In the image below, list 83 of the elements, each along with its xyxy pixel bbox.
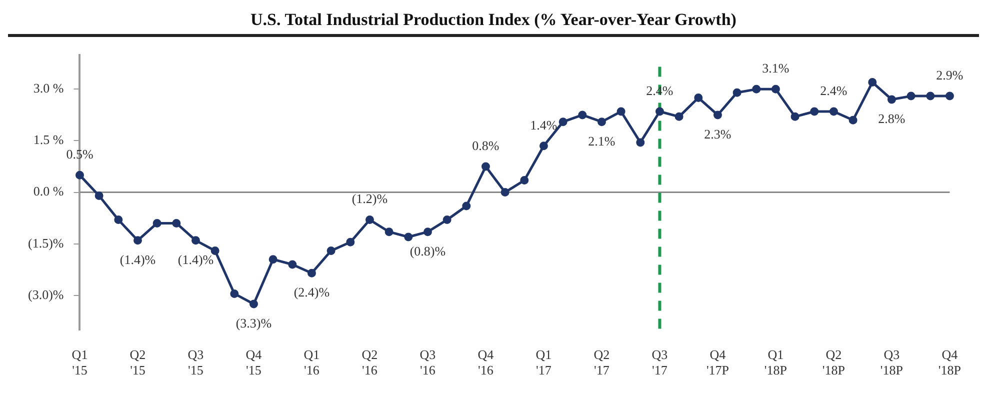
point xyxy=(558,118,568,126)
point xyxy=(539,142,548,150)
point xyxy=(365,216,374,224)
annotation: 3.1% xyxy=(762,60,790,76)
point xyxy=(578,110,587,120)
chart-title: U.S. Total Industrial Production Index (% Year-over-Year Growth) xyxy=(250,9,738,31)
annotation: (1.4)% xyxy=(120,252,156,267)
point xyxy=(674,112,684,121)
point xyxy=(152,218,162,228)
x-tick-label: Q2 '15 xyxy=(130,347,146,378)
point xyxy=(326,246,336,255)
y-tick-label: (3.0)% xyxy=(28,286,64,302)
point xyxy=(752,84,761,94)
point xyxy=(887,95,896,104)
point xyxy=(404,232,413,242)
x-tick-label: Q2 '17 xyxy=(594,347,610,378)
point xyxy=(868,78,877,87)
x-tick-label: Q4 '17P xyxy=(706,347,730,378)
point xyxy=(442,216,452,224)
point xyxy=(732,88,742,97)
y-tick-label: 0.0 % xyxy=(33,184,64,199)
x-tick-label: Q1 '18P xyxy=(764,347,788,378)
point xyxy=(655,107,664,116)
point xyxy=(249,300,258,308)
point xyxy=(790,112,800,121)
annotation: (1.2)% xyxy=(352,191,388,206)
point xyxy=(268,255,278,264)
y-tick-label: 3.0 % xyxy=(33,80,64,96)
point xyxy=(520,176,529,185)
point xyxy=(926,92,935,100)
annotation: 2.8% xyxy=(878,110,906,126)
point xyxy=(210,246,220,255)
x-tick-label: Q2 '18P xyxy=(822,347,846,378)
annotation: 1.4% xyxy=(530,117,558,132)
point xyxy=(597,118,606,126)
annotation: 0.5% xyxy=(66,146,94,162)
point xyxy=(288,260,297,269)
point xyxy=(307,268,316,278)
annotation: 0.8% xyxy=(472,138,500,153)
point xyxy=(906,92,916,100)
point xyxy=(616,107,626,116)
point xyxy=(423,228,432,236)
point xyxy=(230,289,239,298)
point xyxy=(172,218,181,228)
point xyxy=(848,116,858,124)
point xyxy=(771,84,780,94)
x-tick-label: Q3 '16 xyxy=(420,347,436,378)
point xyxy=(114,216,123,224)
point xyxy=(829,107,838,116)
point xyxy=(133,236,142,245)
x-tick-label: Q2 '16 xyxy=(362,347,378,378)
y-tick-label: 1.5 % xyxy=(33,132,64,148)
x-tick-label: Q1 '15 xyxy=(72,347,88,378)
point xyxy=(810,107,819,116)
annotation: (0.8)% xyxy=(410,243,446,258)
point xyxy=(462,202,471,210)
x-tick-label: Q1 '17 xyxy=(536,347,552,378)
point xyxy=(945,92,954,100)
point xyxy=(694,94,703,102)
y-tick-label: (1.5)% xyxy=(28,235,64,250)
point xyxy=(94,191,104,200)
x-tick-label: Q3 '17 xyxy=(652,347,668,378)
point xyxy=(481,162,490,171)
annotation: 2.1% xyxy=(588,133,616,148)
x-tick-label: Q3 '18P xyxy=(880,347,904,378)
annotation: (3.3)% xyxy=(236,315,272,330)
point xyxy=(500,188,510,197)
point xyxy=(191,236,200,245)
point xyxy=(384,228,394,236)
point xyxy=(636,138,645,147)
point xyxy=(713,110,722,120)
x-tick-label: Q4 '16 xyxy=(478,347,494,378)
x-tick-label: Q3 '15 xyxy=(188,347,204,378)
annotation: 2.4% xyxy=(820,82,848,98)
annotation: 2.9% xyxy=(936,67,964,82)
x-tick-label: Q4 '18P xyxy=(938,347,962,378)
x-tick-label: Q1 '16 xyxy=(304,347,320,378)
x-tick-label: Q4 '15 xyxy=(246,347,262,378)
annotation: (2.4)% xyxy=(294,284,330,300)
point xyxy=(75,170,84,180)
annotation: 2.3% xyxy=(704,126,732,142)
annotation: (1.4)% xyxy=(178,252,214,267)
point xyxy=(346,238,355,246)
